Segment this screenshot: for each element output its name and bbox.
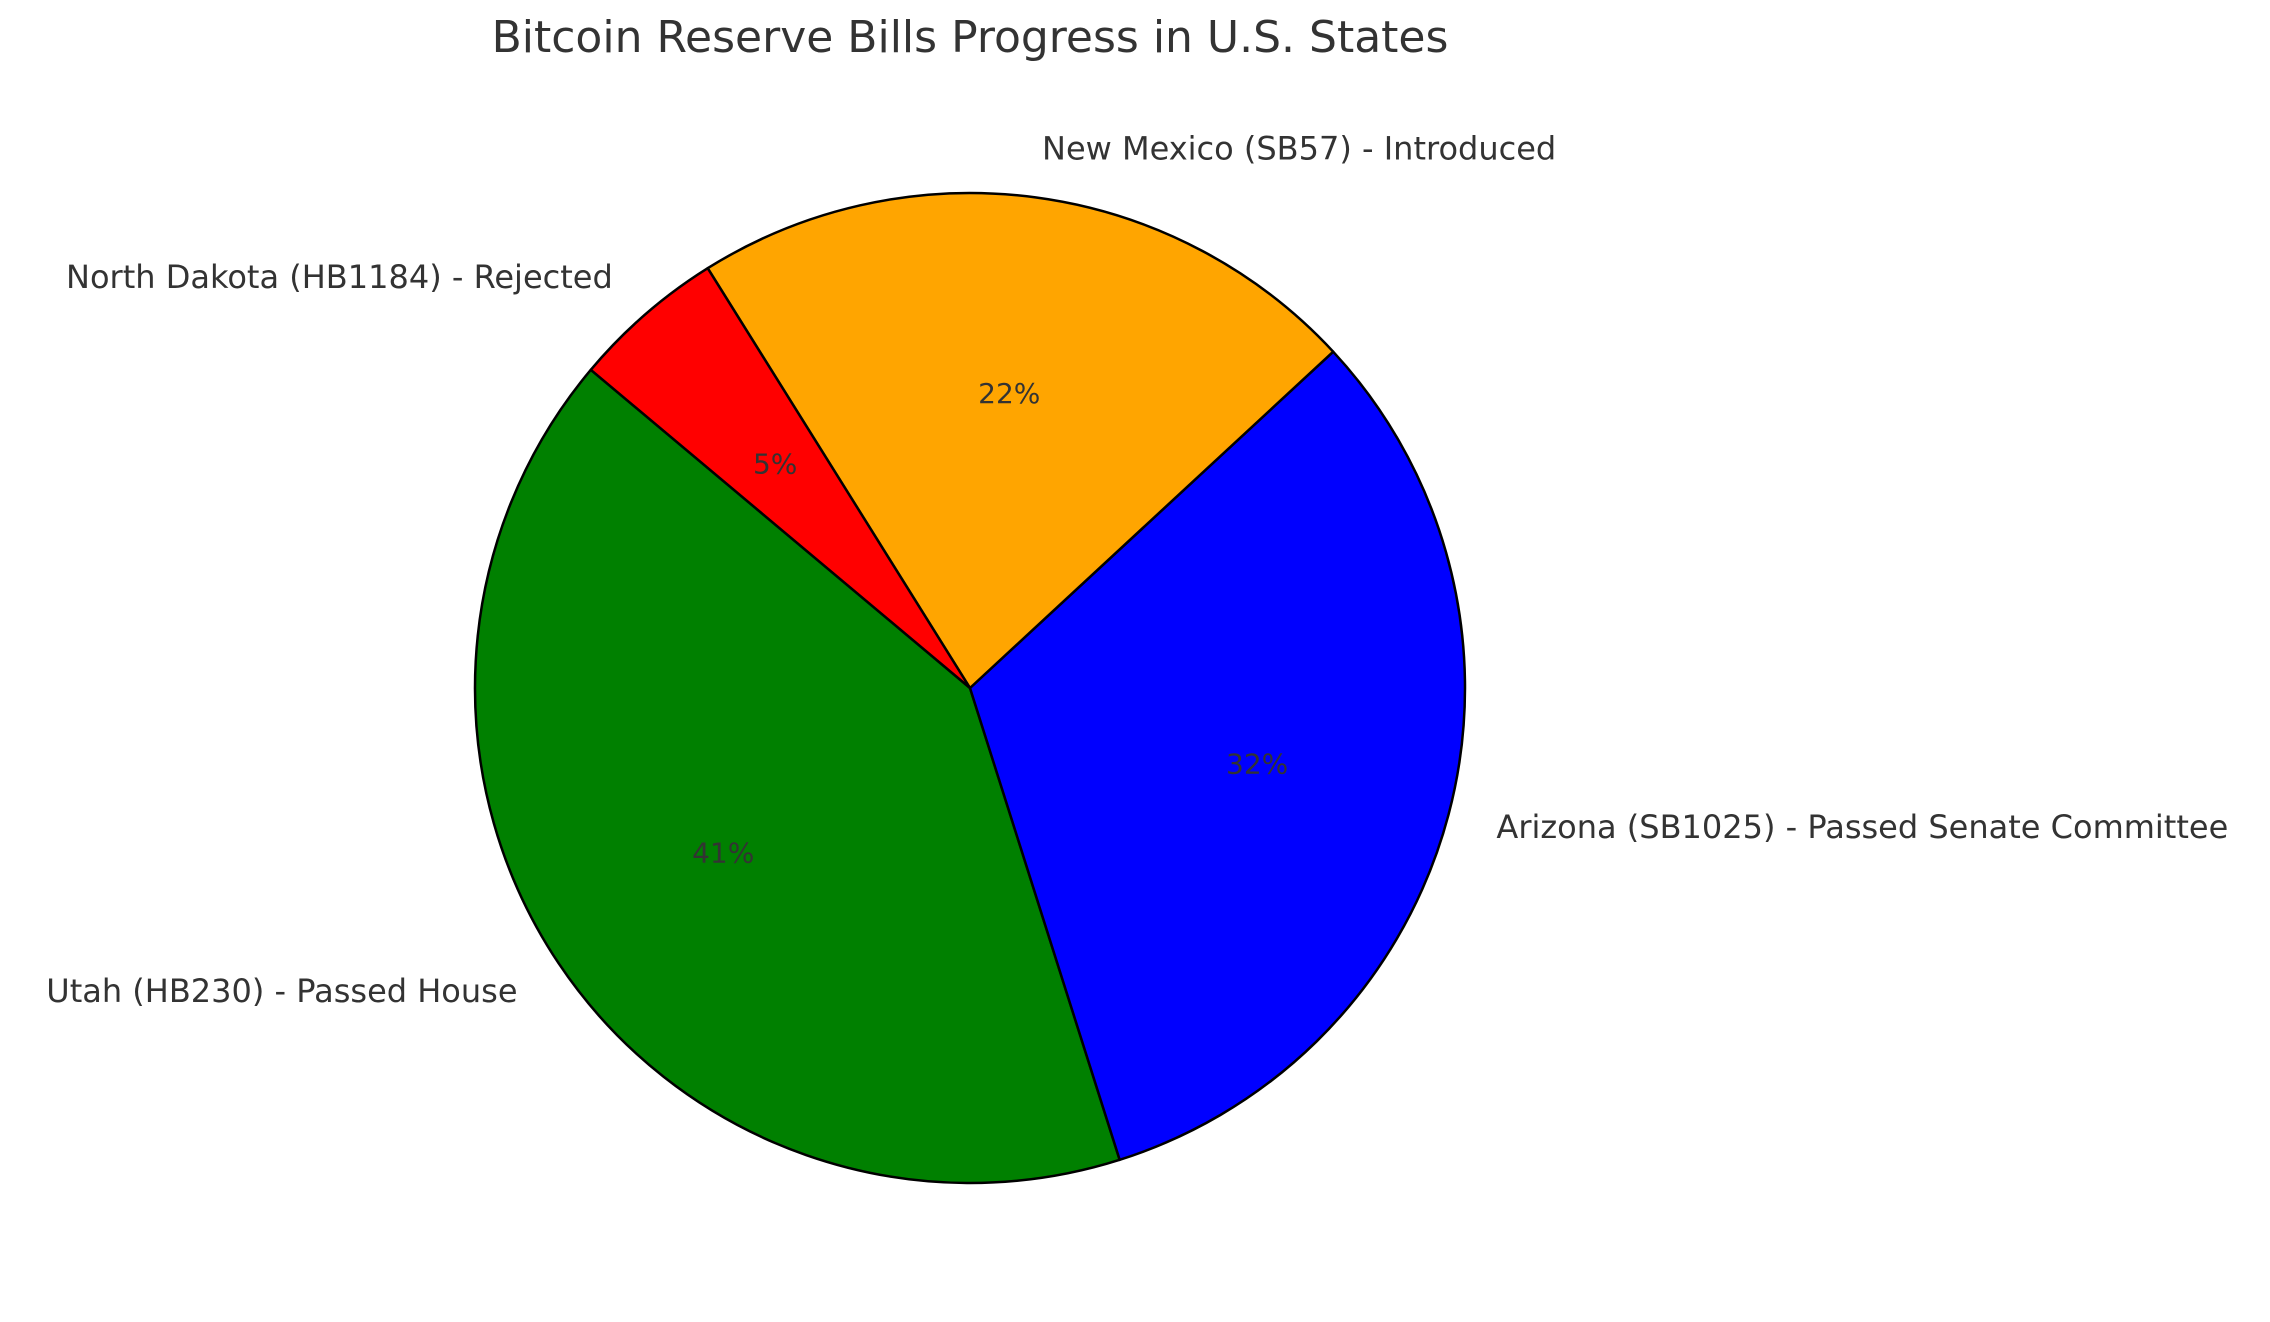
- chart-title: Bitcoin Reserve Bills Progress in U.S. S…: [492, 12, 1449, 63]
- pie-slice-utah-passed-house: [473, 368, 1121, 1185]
- pct-label-utah-passed-house: 41%: [692, 837, 754, 870]
- pct-label-north-dakota-rejected: 5%: [753, 447, 797, 480]
- slice-label-arizona-passed-senate-committee: Arizona (SB1025) - Passed Senate Committ…: [1496, 808, 2228, 846]
- pct-label-new-mexico-introduced: 22%: [978, 377, 1040, 410]
- percent-labels: 41% 32% 22% 5%: [692, 377, 1288, 870]
- slice-label-north-dakota-rejected: North Dakota (HB1184) - Rejected: [66, 258, 613, 296]
- pie-slice-new-mexico-introduced: [706, 191, 1335, 690]
- slice-label-new-mexico-introduced: New Mexico (SB57) - Introduced: [1042, 129, 1556, 167]
- pie-slice-north-dakota-rejected: [589, 266, 972, 690]
- pie-slices: [473, 191, 1467, 1185]
- pie-slice-arizona-passed-senate-committee: [968, 350, 1467, 1162]
- slice-labels: Utah (HB230) - Passed House Arizona (SB10…: [46, 129, 2228, 1010]
- slice-label-utah-passed-house: Utah (HB230) - Passed House: [46, 972, 517, 1010]
- pct-label-arizona-passed-senate-committee: 32%: [1226, 747, 1288, 780]
